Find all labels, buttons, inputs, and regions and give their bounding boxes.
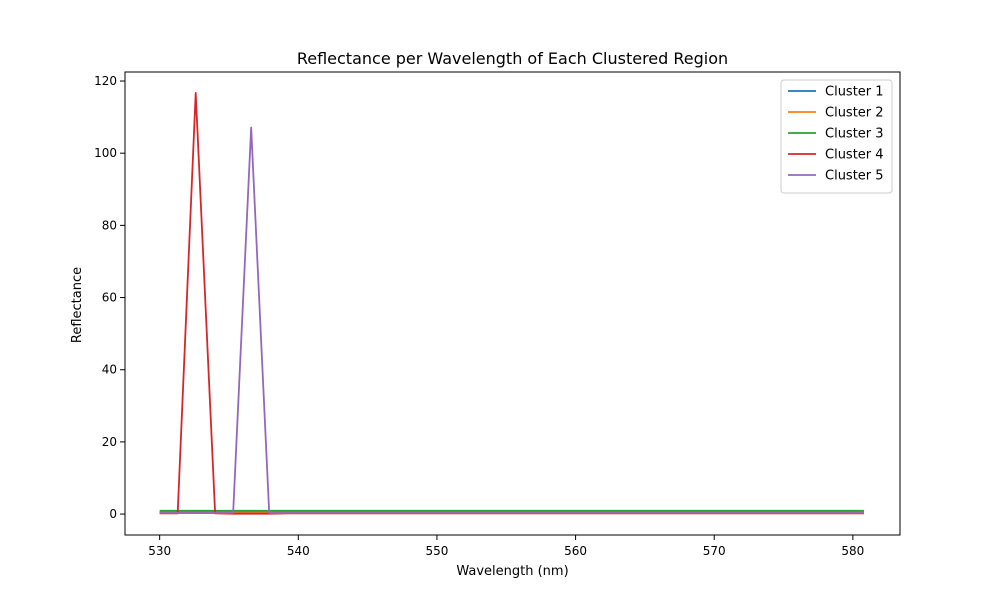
series-line-5 (159, 126, 864, 514)
legend-label-1: Cluster 1 (825, 85, 884, 100)
y-tick-label: 80 (102, 218, 117, 232)
x-tick-label: 530 (148, 544, 171, 558)
legend-label-5: Cluster 5 (825, 169, 884, 184)
y-tick-label: 60 (102, 291, 117, 305)
legend: Cluster 1 Cluster 2 Cluster 3 Cluster 4 Clus… (780, 79, 893, 194)
legend-label-3: Cluster 3 (825, 127, 884, 142)
chart-title: Reflectance per Wavelength of Each Clust… (297, 49, 728, 68)
axes-frame (124, 71, 901, 536)
x-tick-label: 550 (425, 544, 448, 558)
y-tick-label: 0 (109, 507, 117, 521)
y-tick-label: 20 (102, 435, 117, 449)
x-tick-label: 560 (564, 544, 587, 558)
x-tick-label: 540 (287, 544, 310, 558)
axes: 530 540 550 560 570 580 0 20 40 60 80 100 120 (94, 71, 901, 558)
x-tick-label: 570 (703, 544, 726, 558)
legend-label-2: Cluster 2 (825, 106, 884, 121)
legend-box (780, 79, 893, 194)
y-tick-label: 100 (94, 146, 117, 160)
legend-label-4: Cluster 4 (825, 148, 884, 163)
plot-area (159, 92, 864, 515)
x-tick-label: 580 (841, 544, 864, 558)
y-tick-label: 40 (102, 363, 117, 377)
y-axis-label: Reflectance (70, 267, 85, 343)
x-axis-label: Wavelength (nm) (456, 564, 568, 579)
y-tick-label: 120 (94, 74, 117, 88)
